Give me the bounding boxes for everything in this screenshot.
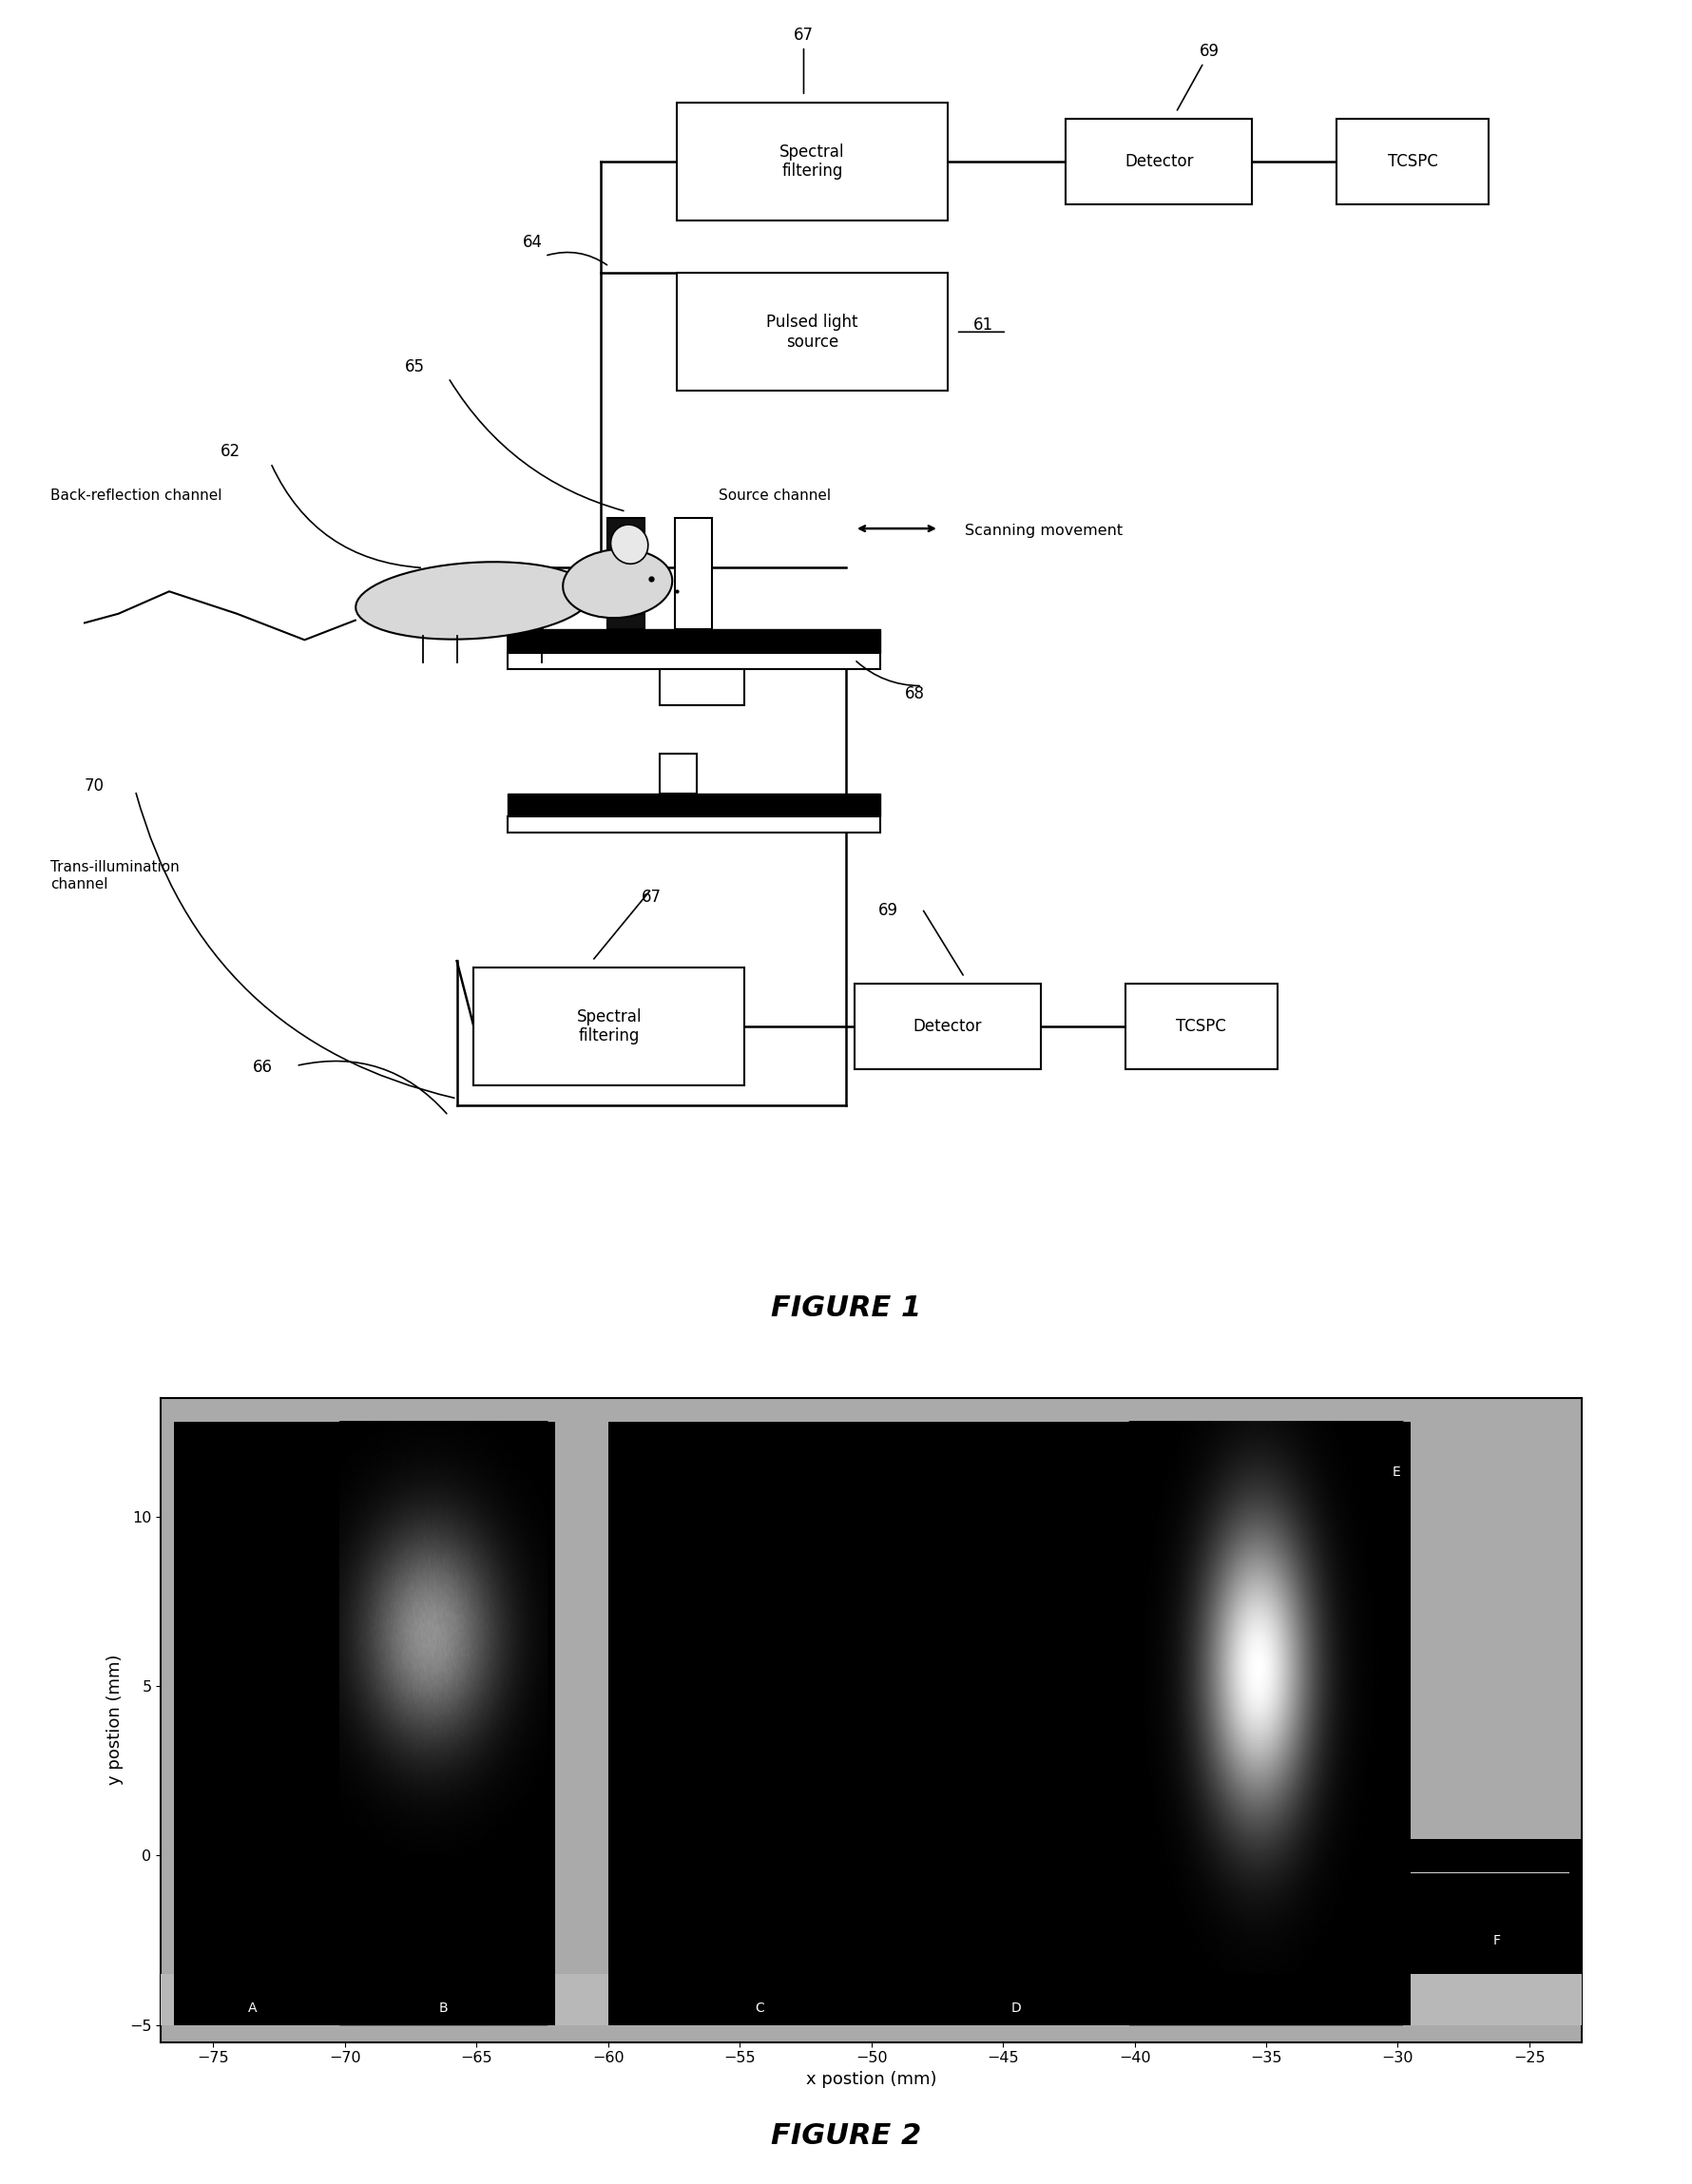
Bar (332, 1422, 555, 2025)
Bar (854, 983, 1041, 1070)
Text: 65: 65 (404, 358, 425, 376)
Text: 67: 67 (641, 889, 662, 906)
Bar (508, 629, 880, 653)
Bar (910, 1974, 1122, 2025)
Text: FIGURE 1: FIGURE 1 (772, 1295, 920, 1321)
Text: Pulsed light
source: Pulsed light source (766, 314, 858, 349)
Text: TCSPC: TCSPC (1387, 153, 1438, 170)
Bar (660, 668, 744, 705)
Text: F: F (1492, 1933, 1501, 1946)
Text: 61: 61 (973, 317, 993, 334)
Text: 69: 69 (1178, 44, 1220, 109)
Text: TCSPC: TCSPC (1176, 1018, 1227, 1035)
Text: Spectral
filtering: Spectral filtering (577, 1009, 641, 1044)
Text: Scanning movement: Scanning movement (964, 524, 1122, 537)
Bar (1125, 983, 1277, 1070)
Text: D: D (1012, 2001, 1022, 2016)
Text: C: C (755, 2001, 765, 2016)
Bar (474, 968, 744, 1085)
X-axis label: x postion (mm): x postion (mm) (805, 2070, 937, 2088)
Bar (677, 273, 948, 391)
Text: Source channel: Source channel (719, 489, 831, 502)
Bar (508, 653, 880, 668)
Bar (607, 518, 645, 629)
Ellipse shape (611, 524, 648, 563)
Bar (1411, 1839, 1582, 2025)
Ellipse shape (563, 548, 672, 618)
Text: Spectral
filtering: Spectral filtering (780, 144, 844, 179)
Bar (1122, 1422, 1411, 2025)
Bar (174, 1974, 332, 2025)
Ellipse shape (355, 561, 592, 640)
Text: 64: 64 (523, 234, 543, 251)
Text: 69: 69 (878, 902, 898, 919)
Text: 68: 68 (905, 686, 926, 703)
Text: 66: 66 (252, 1059, 272, 1077)
Bar (607, 1974, 910, 2025)
Bar (607, 1422, 910, 2025)
Bar (910, 1422, 1122, 2025)
Bar (332, 1974, 555, 2025)
Bar (1066, 120, 1252, 205)
Bar (508, 817, 880, 832)
Text: Detector: Detector (914, 1018, 981, 1035)
Text: Detector: Detector (1125, 153, 1193, 170)
Text: FIGURE 2: FIGURE 2 (772, 2123, 920, 2149)
Bar (660, 753, 697, 793)
Y-axis label: y postion (mm): y postion (mm) (107, 1655, 124, 1784)
Bar (1337, 120, 1489, 205)
Text: 62: 62 (220, 443, 240, 461)
Text: E: E (1393, 1465, 1401, 1479)
Bar (508, 793, 880, 817)
Text: Back-reflection channel: Back-reflection channel (51, 489, 222, 502)
Bar (161, 1974, 1582, 2025)
Bar (675, 518, 712, 629)
Text: Trans-illumination
channel: Trans-illumination channel (51, 860, 179, 891)
Bar (174, 1422, 332, 2025)
Text: A: A (249, 2001, 257, 2016)
Text: 70: 70 (85, 778, 105, 795)
Text: 67: 67 (794, 26, 814, 94)
Text: B: B (440, 2001, 448, 2016)
Bar (1122, 1974, 1411, 2025)
Bar (677, 103, 948, 221)
